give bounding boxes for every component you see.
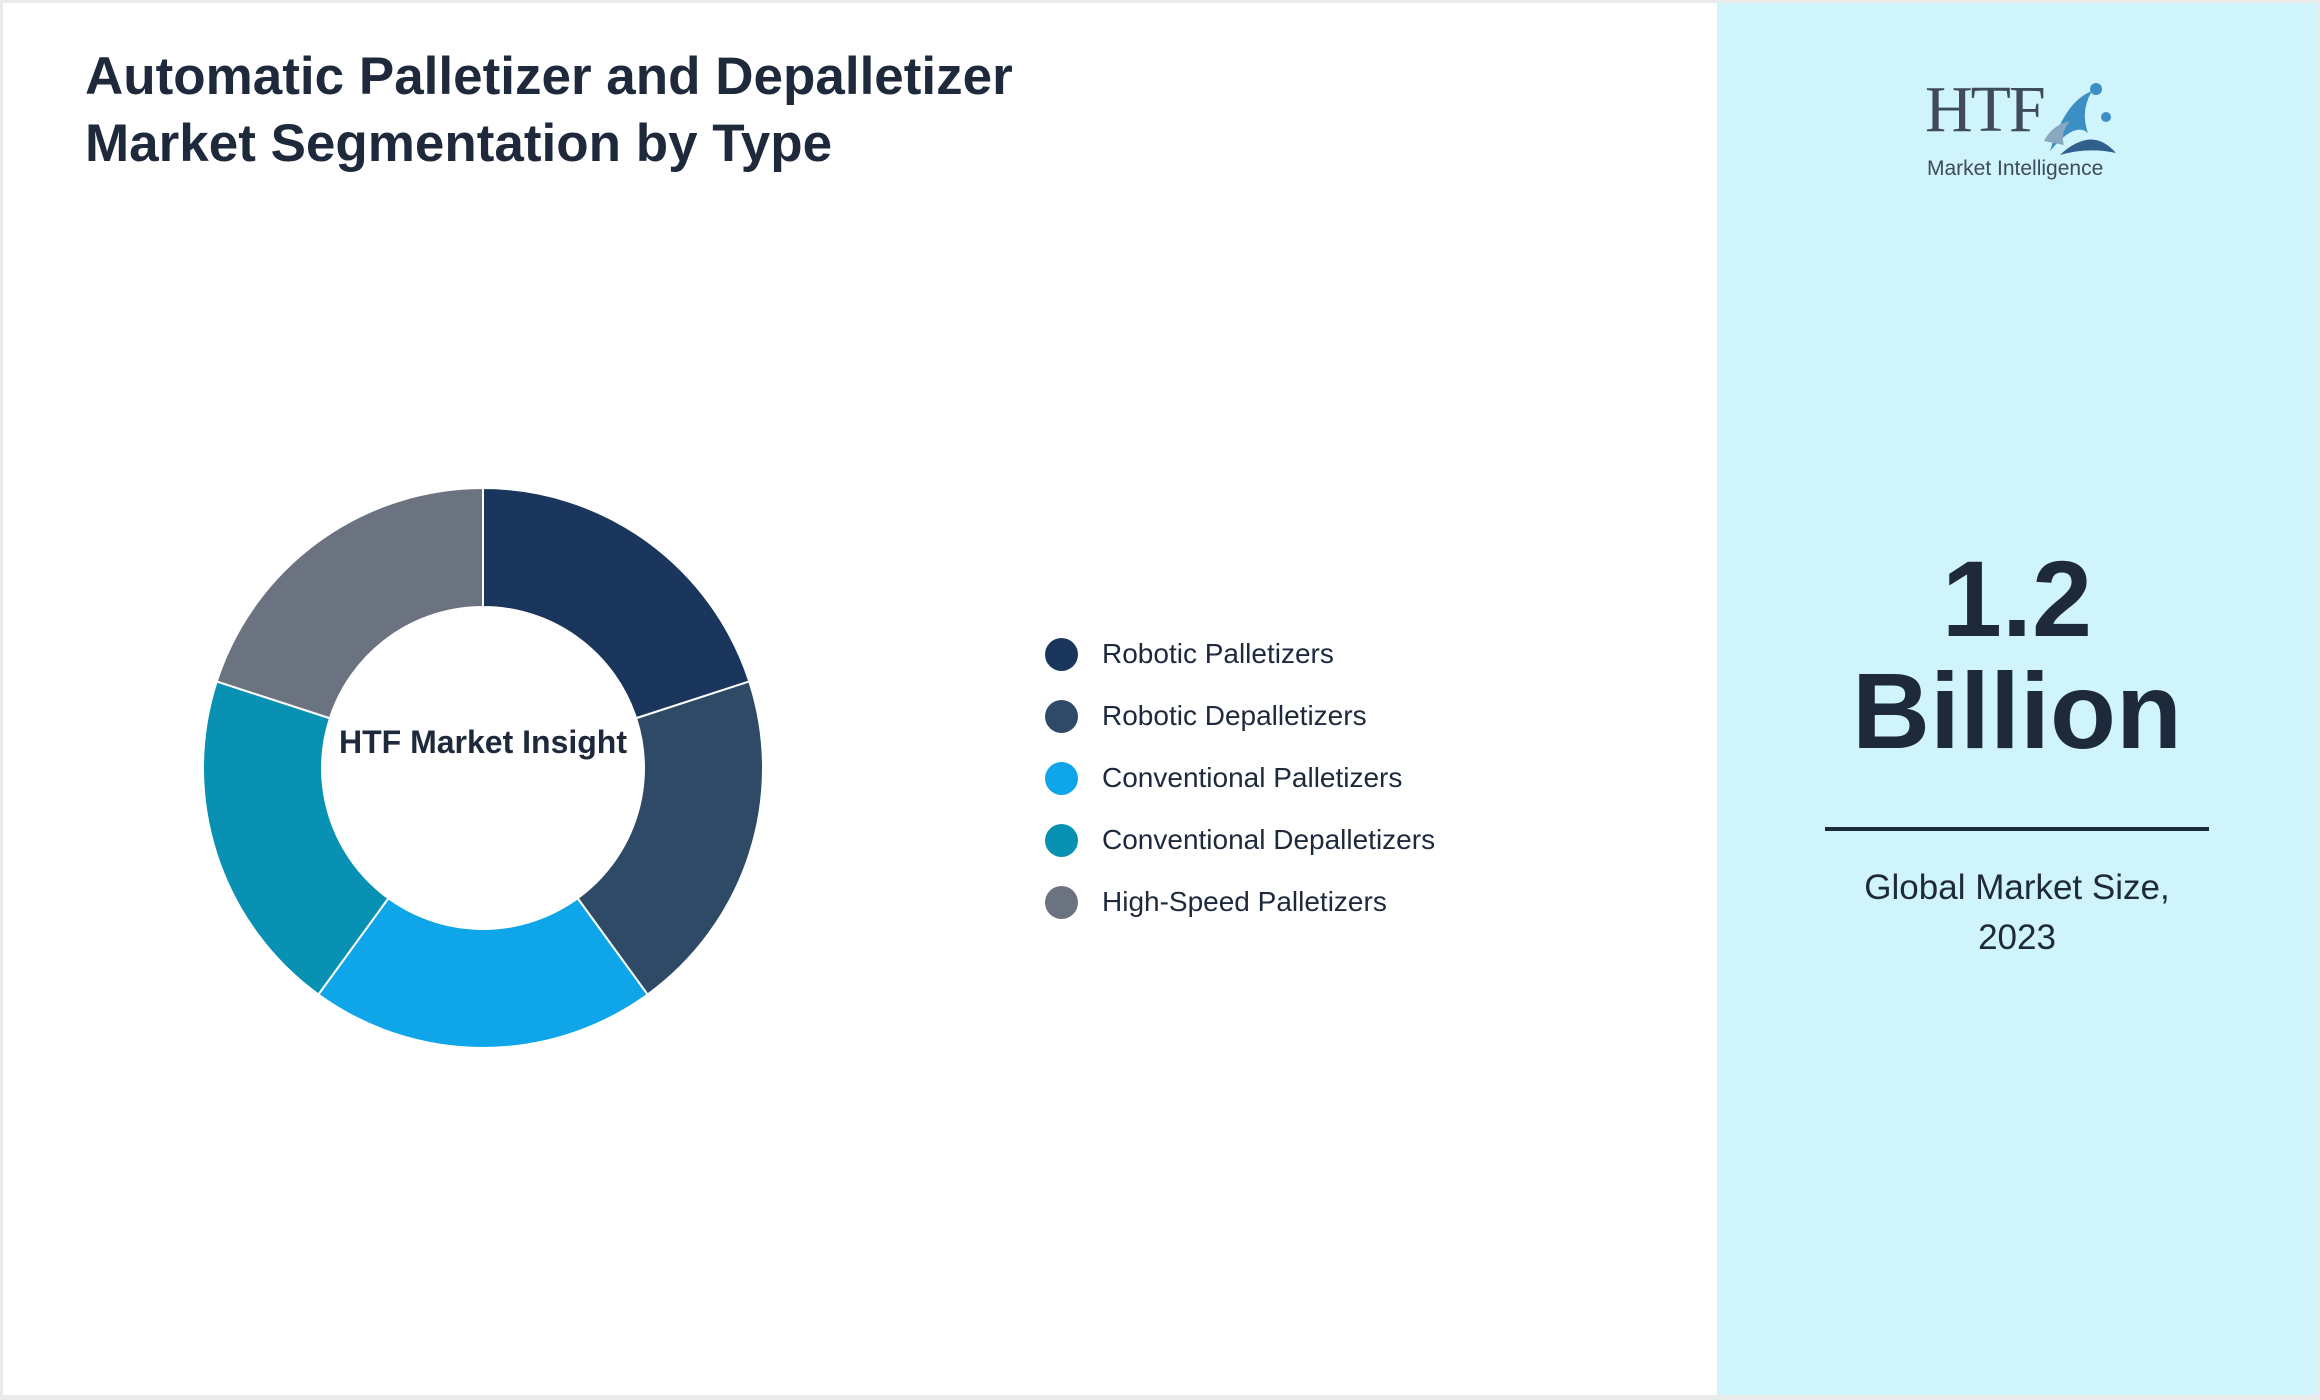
legend-item: Conventional Palletizers [1045, 747, 1435, 809]
infographic-card: Automatic Palletizer and Depalletizer Ma… [3, 3, 2317, 1395]
donut-chart [202, 486, 764, 1050]
caption-line-2: 2023 [1978, 918, 2056, 957]
legend-item: Robotic Palletizers [1045, 623, 1435, 685]
legend-swatch [1045, 885, 1078, 919]
market-size-panel: HTF Market Intelligence 1.2 Billion Glob… [1717, 3, 2317, 1395]
donut-slice-conventional-palletizers [317, 896, 649, 1050]
caption-line-1: Global Market Size, [1864, 868, 2170, 907]
legend-swatch [1045, 637, 1078, 671]
chart-title: Automatic Palletizer and Depalletizer Ma… [85, 47, 1013, 173]
donut-slice-high-speed-palletizers [215, 486, 484, 720]
legend-item: Conventional Depalletizers [1045, 809, 1435, 871]
legend-swatch [1045, 761, 1078, 795]
donut-slice-robotic-depalletizers [576, 680, 764, 996]
legend-item: High-Speed Palletizers [1045, 871, 1435, 933]
chart-legend: Robotic Palletizers Robotic Depalletizers… [1045, 623, 1435, 933]
market-size-caption: Global Market Size, 2023 [1717, 863, 2317, 963]
logo-wordmark: HTF [1925, 73, 2046, 146]
donut-center-label: HTF Market Insight [338, 724, 627, 760]
legend-swatch [1045, 823, 1078, 857]
divider-line [1825, 827, 2209, 831]
legend-swatch [1045, 699, 1078, 733]
legend-label: Robotic Depalletizers [1102, 700, 1367, 731]
logo-tagline: Market Intelligence [1927, 157, 2104, 180]
legend-label: High-Speed Palletizers [1102, 886, 1387, 917]
legend-label: Conventional Depalletizers [1102, 824, 1436, 855]
logo-swirl-icon [2044, 83, 2116, 155]
donut-slice-conventional-depalletizers [202, 680, 390, 996]
donut-slice-robotic-palletizers [482, 486, 751, 720]
market-size-number: 1.2 [1941, 538, 2093, 659]
legend-label: Robotic Palletizers [1102, 638, 1334, 669]
legend-item: Robotic Depalletizers [1045, 685, 1435, 747]
htf-logo: HTF Market Intelligence [1925, 73, 2116, 187]
legend-label: Conventional Palletizers [1102, 762, 1403, 793]
market-size-unit: Billion [1852, 650, 2182, 771]
market-size-value: 1.2 Billion [1717, 543, 2317, 767]
